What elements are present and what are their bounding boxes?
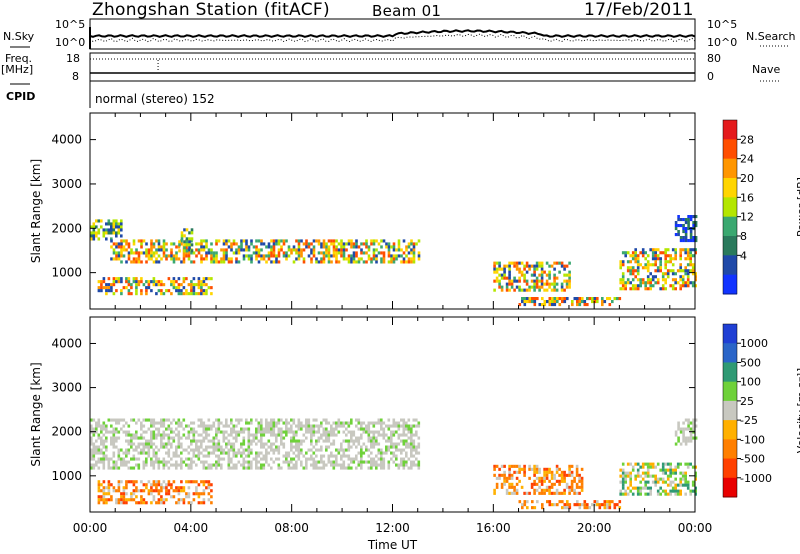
x-tick-label: 04:00 (174, 521, 209, 535)
velocity-panel-colorbar-cell (723, 362, 737, 383)
power-panel-cb-tick-label: 8 (740, 230, 747, 243)
velocity-panel-ytick-label: 4000 (51, 336, 82, 350)
freq-tick-top: 18 (66, 52, 80, 65)
velocity-panel-colorbar-label: Velocity [m s⁻¹] (795, 368, 800, 453)
velocity-panel-colorbar-cell (723, 324, 737, 344)
nave-label: Nave (752, 63, 781, 76)
freq-panel (89, 52, 696, 82)
power-panel-colorbar-cell (723, 216, 737, 237)
power-panel-cb-tick-label: 12 (740, 211, 754, 224)
velocity-panel-cb-tick-label: 500 (740, 356, 761, 369)
power-panel-cb-tick-label: 16 (740, 191, 754, 204)
power-panel-ytick-label: 1000 (51, 266, 82, 280)
power-panel-cb-tick-label: 28 (740, 133, 754, 146)
nsearch-tick-bottom: 10^0 (707, 36, 738, 49)
velocity-panel-cb-tick-label: -1000 (740, 472, 772, 485)
x-tick-label: 20:00 (577, 521, 612, 535)
power-panel-colorbar-frame (722, 119, 738, 295)
velocity-panel-colorbar-cell (723, 381, 737, 402)
nsearch-line (89, 33, 696, 43)
velocity-panel-cb-tick-label: 100 (740, 376, 761, 389)
velocity-panel-data (90, 418, 698, 510)
velocity-panel-colorbar-cell (723, 458, 737, 479)
velocity-panel-cb-tick-label: -500 (740, 453, 765, 466)
freq-tick-bottom: 8 (72, 70, 79, 83)
power-panel-colorbar-cell (723, 139, 737, 160)
power-panel-colorbar-cell (723, 236, 737, 256)
x-tick-label: 12:00 (375, 521, 410, 535)
freq-unit: [MHz] (1, 63, 34, 76)
nsearch-label: N.Search (746, 30, 796, 43)
velocity-panel-cb-tick-label: -25 (740, 414, 758, 427)
power-panel-colorbar-cell (723, 120, 737, 140)
cpid-label: CPID (6, 90, 36, 103)
power-panel-cb-tick-label: 20 (740, 172, 754, 185)
x-tick-label: 00:00 (73, 521, 108, 535)
power-panel-cb-tick-label: 24 (740, 153, 754, 166)
station-title: Zhongshan Station (fitACF) (92, 0, 330, 20)
velocity-panel-colorbar-cell (723, 343, 737, 363)
velocity-panel-ytick-label: 2000 (51, 425, 82, 439)
power-panel-colorbar-cell (723, 274, 737, 295)
nsky-tick-bottom: 10^0 (55, 36, 86, 49)
velocity-panel-colorbar-cell (723, 400, 737, 421)
power-panel-ytick-label: 4000 (51, 133, 82, 147)
velocity-panel-ytick-label: 3000 (51, 381, 82, 395)
power-panel-data (90, 215, 698, 307)
velocity-panel-cb-tick-label: 25 (740, 395, 754, 408)
velocity-panel-cb-tick-label: -100 (740, 433, 765, 446)
power-panel-colorbar-cell (723, 255, 737, 276)
cpid-value: normal (stereo) 152 (95, 92, 215, 106)
power-panel-colorbar-cell (723, 178, 737, 198)
x-tick-label: 16:00 (476, 521, 511, 535)
power-panel-colorbar-cell (723, 197, 737, 218)
nsky-tick-top: 10^5 (55, 18, 86, 31)
power-panel-ytick-label: 3000 (51, 177, 82, 191)
x-axis-label: Time UT (367, 538, 418, 552)
velocity-panel-ytick-label: 1000 (51, 469, 82, 483)
velocity-panel-ylabel: Slant Range [km] (29, 362, 43, 466)
date-label: 17/Feb/2011 (584, 0, 694, 20)
nsky-label: N.Sky (3, 30, 35, 43)
velocity-panel-colorbar-cell (723, 477, 737, 498)
velocity-panel-colorbar-cell (723, 439, 737, 460)
nave-tick-top: 80 (707, 52, 721, 65)
power-panel-frame (89, 112, 696, 310)
velocity-panel-cb-tick-label: 1000 (740, 337, 768, 350)
freq-label: Freq. (5, 52, 33, 65)
nsky-panel (89, 18, 696, 50)
power-panel-colorbar-label: Power [dB] (795, 177, 800, 237)
nsky-line (89, 29, 696, 38)
power-panel-colorbar-cell (723, 158, 737, 179)
nsearch-tick-top: 10^5 (707, 18, 738, 31)
beam-label: Beam 01 (372, 2, 442, 20)
power-panel-ytick-label: 2000 (51, 221, 82, 235)
velocity-panel-colorbar-cell (723, 420, 737, 440)
power-panel-cb-tick-label: 4 (740, 249, 747, 262)
nave-tick-bottom: 0 (707, 70, 714, 83)
x-tick-label: 08:00 (274, 521, 309, 535)
x-tick-label: 00:00 (678, 521, 713, 535)
power-panel-ylabel: Slant Range [km] (29, 159, 43, 263)
velocity-panel-colorbar-frame (722, 323, 738, 498)
